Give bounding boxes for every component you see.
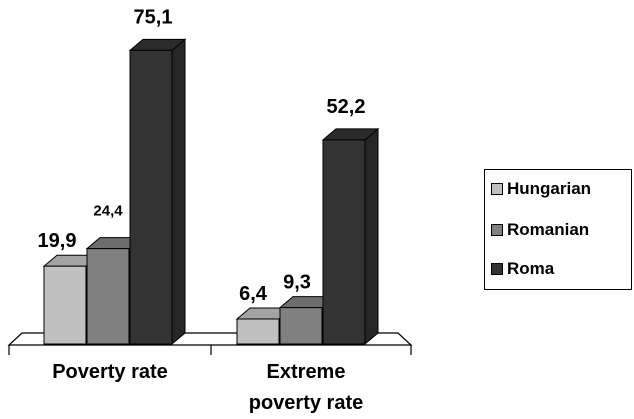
data-label-romanian-poverty-rate: 24,4 — [93, 203, 123, 220]
legend-swatch-romanian — [491, 224, 503, 236]
legend-swatch-roma — [491, 263, 503, 275]
data-labels: 19,9 24,4 75,1 6,4 9,3 52,2 — [38, 6, 366, 305]
bar-front-roma-extreme-poverty-rate — [322, 139, 366, 345]
category-label-poverty-rate: Poverty rate — [52, 361, 168, 383]
bar-roma-poverty-rate — [128, 38, 187, 346]
data-label-hungarian-poverty-rate: 19,9 — [38, 230, 77, 252]
data-label-hungarian-extreme-poverty-rate: 6,4 — [239, 283, 268, 305]
data-label-roma-extreme-poverty-rate: 52,2 — [327, 96, 366, 118]
bar-side-roma-extreme-poverty-rate — [364, 127, 379, 346]
legend-label-roma: Roma — [507, 259, 555, 278]
bar-front-roma-poverty-rate — [129, 49, 173, 345]
bar-side-roma-poverty-rate — [171, 38, 186, 346]
bar-front-romanian-poverty-rate — [86, 248, 130, 345]
data-label-roma-poverty-rate: 75,1 — [134, 6, 173, 28]
legend-item-hungarian: Hungarian — [491, 178, 591, 200]
bar-roma-extreme-poverty-rate — [321, 127, 380, 346]
legend-item-romanian: Romanian — [491, 219, 589, 241]
category-label-extreme-poverty-rate: Extreme poverty rate — [249, 361, 364, 414]
legend-label-hungarian: Hungarian — [507, 179, 592, 198]
legend-label-romanian: Romanian — [507, 220, 590, 239]
legend: Hungarian Romanian Roma — [484, 169, 632, 290]
data-label-romanian-extreme-poverty-rate: 9,3 — [283, 272, 311, 294]
bar-front-hungarian-poverty-rate — [43, 265, 87, 345]
legend-swatch-hungarian — [491, 183, 503, 195]
bar-front-hungarian-extreme-poverty-rate — [236, 318, 280, 345]
bars — [42, 38, 380, 346]
bar-front-romanian-extreme-poverty-rate — [279, 307, 323, 345]
category-labels: Poverty rate Extreme poverty rate — [52, 361, 363, 414]
legend-item-roma: Roma — [491, 258, 554, 280]
